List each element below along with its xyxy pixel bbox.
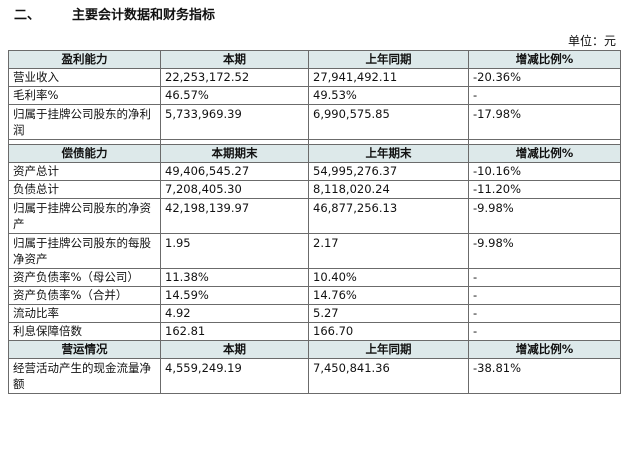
- header-cell: 偿债能力: [8, 144, 161, 163]
- table-row: 经营活动产生的现金流量净额 4,559,249.19 7,450,841.36 …: [8, 358, 621, 394]
- table-row: 流动比率 4.92 5.27 -: [8, 304, 621, 323]
- current-value: 162.81: [160, 322, 309, 341]
- operation-header-row: 营运情况 本期 上年同期 增减比例%: [8, 340, 621, 359]
- prior-value: 46,877,256.13: [308, 198, 469, 234]
- solvency-header-row: 偿债能力 本期期末 上年期末 增减比例%: [8, 144, 621, 163]
- prior-value: 6,990,575.85: [308, 104, 469, 140]
- prior-value: 54,995,276.37: [308, 162, 469, 181]
- current-value: 4.92: [160, 304, 309, 323]
- section-heading: 二、 主要会计数据和财务指标: [14, 4, 215, 23]
- table-row: 归属于挂牌公司股东的净资产 42,198,139.97 46,877,256.1…: [8, 198, 621, 234]
- section-title: 主要会计数据和财务指标: [72, 8, 216, 23]
- row-label: 经营活动产生的现金流量净额: [8, 358, 161, 394]
- header-cell: 本期: [160, 340, 309, 359]
- header-cell: 本期: [160, 50, 309, 69]
- current-value: 4,559,249.19: [160, 358, 309, 394]
- prior-value: 10.40%: [308, 268, 469, 287]
- current-value: 49,406,545.27: [160, 162, 309, 181]
- profit-header-row: 盈利能力 本期 上年同期 增减比例%: [8, 50, 621, 69]
- current-value: 1.95: [160, 233, 309, 269]
- row-label: 资产总计: [8, 162, 161, 181]
- prior-value: 27,941,492.11: [308, 68, 469, 87]
- change-value: -38.81%: [468, 358, 621, 394]
- row-label: 归属于挂牌公司股东的净利润: [8, 104, 161, 140]
- table-row: 资产负债率%（母公司） 11.38% 10.40% -: [8, 268, 621, 287]
- table-row: 营业收入 22,253,172.52 27,941,492.11 -20.36%: [8, 68, 621, 87]
- change-value: -20.36%: [468, 68, 621, 87]
- change-value: -9.98%: [468, 233, 621, 269]
- row-label: 毛利率%: [8, 86, 161, 105]
- row-label: 归属于挂牌公司股东的净资产: [8, 198, 161, 234]
- table-row: 资产总计 49,406,545.27 54,995,276.37 -10.16%: [8, 162, 621, 181]
- change-value: -9.98%: [468, 198, 621, 234]
- prior-value: 166.70: [308, 322, 469, 341]
- prior-value: 7,450,841.36: [308, 358, 469, 394]
- current-value: 7,208,405.30: [160, 180, 309, 199]
- table-row: 负债总计 7,208,405.30 8,118,020.24 -11.20%: [8, 180, 621, 199]
- header-cell: 增减比例%: [468, 144, 621, 163]
- current-value: 22,253,172.52: [160, 68, 309, 87]
- prior-value: 8,118,020.24: [308, 180, 469, 199]
- row-label: 营业收入: [8, 68, 161, 87]
- change-value: -: [468, 304, 621, 323]
- current-value: 46.57%: [160, 86, 309, 105]
- table-row: 归属于挂牌公司股东的每股净资产 1.95 2.17 -9.98%: [8, 233, 621, 269]
- current-value: 42,198,139.97: [160, 198, 309, 234]
- section-number: 二、: [14, 8, 41, 23]
- prior-value: 14.76%: [308, 286, 469, 305]
- prior-value: 5.27: [308, 304, 469, 323]
- row-label: 资产负债率%（合并）: [8, 286, 161, 305]
- table-row: 毛利率% 46.57% 49.53% -: [8, 86, 621, 105]
- current-value: 14.59%: [160, 286, 309, 305]
- header-cell: 增减比例%: [468, 340, 621, 359]
- prior-value: 49.53%: [308, 86, 469, 105]
- financial-indicators-table: 盈利能力 本期 上年同期 增减比例% 营业收入 22,253,172.52 27…: [8, 50, 621, 394]
- unit-label: 单位：元: [567, 34, 616, 48]
- change-value: -: [468, 268, 621, 287]
- row-label: 利息保障倍数: [8, 322, 161, 341]
- change-value: -: [468, 86, 621, 105]
- header-cell: 上年同期: [308, 340, 469, 359]
- change-value: -: [468, 322, 621, 341]
- row-label: 负债总计: [8, 180, 161, 199]
- row-label: 流动比率: [8, 304, 161, 323]
- change-value: -10.16%: [468, 162, 621, 181]
- header-cell: 上年同期: [308, 50, 469, 69]
- table-row: 资产负债率%（合并） 14.59% 14.76% -: [8, 286, 621, 305]
- header-cell: 本期期末: [160, 144, 309, 163]
- change-value: -11.20%: [468, 180, 621, 199]
- change-value: -: [468, 286, 621, 305]
- header-cell: 盈利能力: [8, 50, 161, 69]
- prior-value: 2.17: [308, 233, 469, 269]
- row-label: 资产负债率%（母公司）: [8, 268, 161, 287]
- header-cell: 增减比例%: [468, 50, 621, 69]
- header-cell: 营运情况: [8, 340, 161, 359]
- table-row: 利息保障倍数 162.81 166.70 -: [8, 322, 621, 341]
- change-value: -17.98%: [468, 104, 621, 140]
- current-value: 5,733,969.39: [160, 104, 309, 140]
- table-row: 归属于挂牌公司股东的净利润 5,733,969.39 6,990,575.85 …: [8, 104, 621, 140]
- row-label: 归属于挂牌公司股东的每股净资产: [8, 233, 161, 269]
- current-value: 11.38%: [160, 268, 309, 287]
- header-cell: 上年期末: [308, 144, 469, 163]
